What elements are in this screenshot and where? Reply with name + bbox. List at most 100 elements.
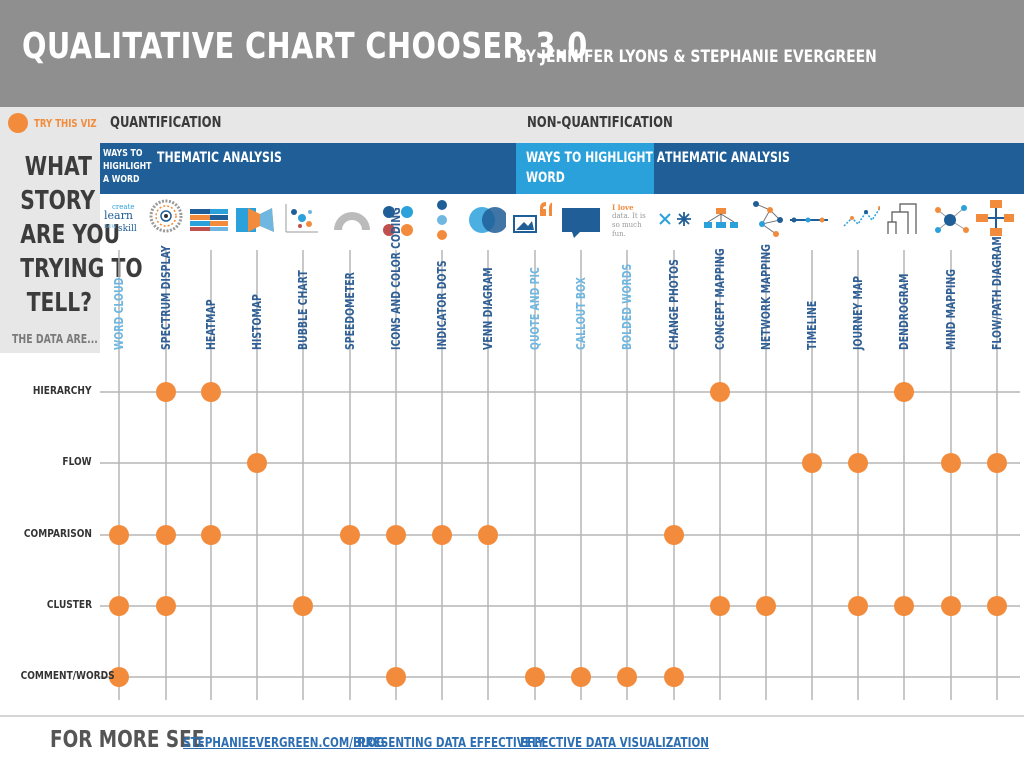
column-label: HEATMAP [204,299,218,350]
band-label-ways-line: HIGHLIGHT [103,161,152,172]
column-label: INDICATOR DOTS [435,260,449,350]
column-label: CALLOUT BOX [574,277,588,350]
spectrum-display-icon [149,199,183,233]
footer-link-blog[interactable]: STEPHANIEEVERGREEN.COM/BLOG [183,736,385,751]
try-this-viz-dot [571,667,591,687]
try-this-viz-dot [386,667,406,687]
try-this-viz-dot [525,667,545,687]
word-cloud-word: skill [118,224,137,234]
row-label: HIERARCHY [33,384,92,397]
column-label: QUOTE AND PIC [528,267,542,350]
try-this-viz-dot [848,453,868,473]
column-label: TIMELINE [805,300,819,350]
band-quant-thematic [146,143,516,194]
try-this-viz-dot [247,453,267,473]
header-band: QUALITATIVE CHART CHOOSER 3.0 BY JENNIFE… [0,0,1024,107]
footer-label: FOR MORE SEE [50,727,205,753]
question-line: WHAT [24,152,92,182]
speedometer-icon [334,212,370,230]
try-this-viz-dot [156,596,176,616]
try-this-viz-dot [710,382,730,402]
try-this-viz-dot [617,667,637,687]
try-this-viz-dot [848,596,868,616]
bolded-words-line: so much [612,221,642,229]
indicator-dots-icon [437,200,447,240]
question-line: TELL? [26,288,93,318]
column-label: ICONS AND COLOR CODING [389,207,403,350]
try-this-viz-dot [894,382,914,402]
row-label: COMPARISON [23,527,92,540]
column-label: CONCEPT MAPPING [713,248,727,350]
column-label: HISTOMAP [250,294,264,350]
section-non-quantification: NON-QUANTIFICATION [527,113,673,131]
try-this-viz-dot [941,596,961,616]
band-label-ways-line: WAYS TO [103,148,143,159]
callout-box-icon [562,208,600,238]
column-label: JOURNEY MAP [851,276,865,350]
band-nonquant-ways [516,143,654,194]
footer-link-presenting-data[interactable]: PRESENTING DATA EFFECTIVELY [358,736,545,751]
try-this-viz-dot [201,525,221,545]
try-this-viz-dot [156,525,176,545]
histomap-icon [236,208,274,232]
try-this-viz-dot [109,667,129,687]
journey-map-icon [843,206,880,227]
column-label: SPECTRUM DISPLAY [159,245,173,350]
footer-divider [0,715,1024,717]
concept-mapping-icon [704,208,738,228]
word-cloud-word: new [104,223,117,230]
column-label: VENN DIAGRAM [481,267,495,350]
bubble-chart-icon [285,204,318,233]
try-this-viz-dot [710,596,730,616]
try-this-viz-dot [109,596,129,616]
column-label: CHANGE PHOTOS [667,259,681,350]
change-photos-icon [659,212,691,226]
column-label: WORD CLOUD [112,277,126,350]
quote-pic-icon [513,202,552,233]
try-this-viz-dot [293,596,313,616]
column-label: BUBBLE CHART [296,270,310,350]
band-label-thematic: THEMATIC ANALYSIS [665,150,790,166]
try-this-viz-dot [478,525,498,545]
row-label: FLOW [62,455,92,468]
band-nonquant-thematic [654,143,1024,194]
band-quant-ways [100,143,146,194]
legend-dot-icon [8,113,28,133]
byline: BY JENNIFER LYONS & STEPHANIE EVERGREEN [516,47,877,67]
try-this-viz-dot [156,382,176,402]
column-label: BOLDED WORDS [620,263,634,350]
try-this-viz-dot [802,453,822,473]
question-line: STORY [20,186,96,216]
section-band [0,107,1024,143]
footer-link-effective-dataviz[interactable]: EFFECTIVE DATA VISUALIZATION [520,736,709,751]
column-label: MIND MAPPING [944,269,958,350]
question-panel [0,143,100,353]
try-this-viz-dot [201,382,221,402]
band-label-thematic: THEMATIC ANALYSIS [157,150,282,166]
band-label-ways-line: A WORD [103,174,140,185]
column-label: NETWORK MAPPING [759,244,773,350]
try-this-viz-dot [894,596,914,616]
mind-mapping-icon [935,205,969,233]
word-cloud-icon: create learn new skill [100,194,144,244]
row-label: COMMENT/WORDS [20,669,115,682]
data-are-label: THE DATA ARE... [12,332,98,346]
column-label: SPEEDOMETER [343,272,357,350]
try-this-viz-dot [386,525,406,545]
word-cloud-word: create [112,203,135,211]
try-this-viz-dot [987,453,1007,473]
word-cloud-word: learn [104,209,133,222]
chart-grid [100,250,1020,700]
column-label: FLOW/PATH DIAGRAM [990,236,1004,350]
bolded-words-icon: I love data. It is so much fun. [610,194,656,244]
try-this-viz-dot [664,525,684,545]
bolded-words-line: fun. [612,230,626,238]
band-label-ways-line: WORD [526,170,565,186]
try-this-viz-dot [432,525,452,545]
heatmap-icon [190,209,228,231]
try-this-viz-dot [109,525,129,545]
legend-label: TRY THIS VIZ [34,117,97,130]
bolded-words-line: I love [612,203,634,212]
try-this-viz-dot [340,525,360,545]
icon-row: create learn new skill [100,194,1024,244]
